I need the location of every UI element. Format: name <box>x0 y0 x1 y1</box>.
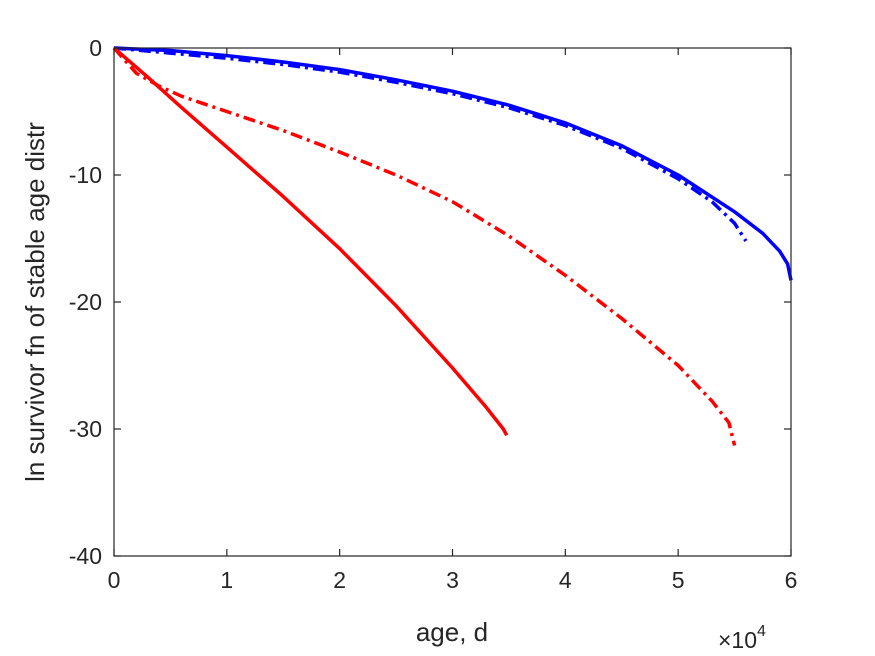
y-axis: 0 -10 -20 -30 -40 <box>69 35 791 569</box>
x-tick-label: 3 <box>446 567 459 593</box>
x-tick-label: 5 <box>672 567 685 593</box>
x-tick-label: 0 <box>108 567 121 593</box>
series-layer <box>112 46 793 446</box>
x-axis-multiplier-base: ×10 <box>718 627 757 653</box>
series-line-2 <box>113 46 748 242</box>
x-tick-label: 6 <box>785 567 798 593</box>
y-tick-label: 0 <box>89 35 102 61</box>
x-tick-label: 4 <box>559 567 572 593</box>
plot-background <box>114 48 791 556</box>
x-axis-title: age, d <box>416 617 488 647</box>
y-tick-label: -10 <box>69 162 102 188</box>
x-axis-multiplier-exponent: 4 <box>757 623 766 640</box>
series-line-4 <box>112 46 737 446</box>
series-line-3 <box>112 46 509 437</box>
y-tick-label: -20 <box>69 289 102 315</box>
x-tick-label: 2 <box>333 567 346 593</box>
series-line-1 <box>113 46 793 281</box>
y-tick-label: -30 <box>69 416 102 442</box>
y-axis-title: ln survivor fn of stable age distr <box>20 122 50 482</box>
x-tick-label: 1 <box>220 567 233 593</box>
x-axis: 0 1 2 3 4 5 6 <box>108 48 798 593</box>
y-tick-label: -40 <box>69 543 102 569</box>
x-axis-multiplier: ×104 <box>718 623 766 653</box>
